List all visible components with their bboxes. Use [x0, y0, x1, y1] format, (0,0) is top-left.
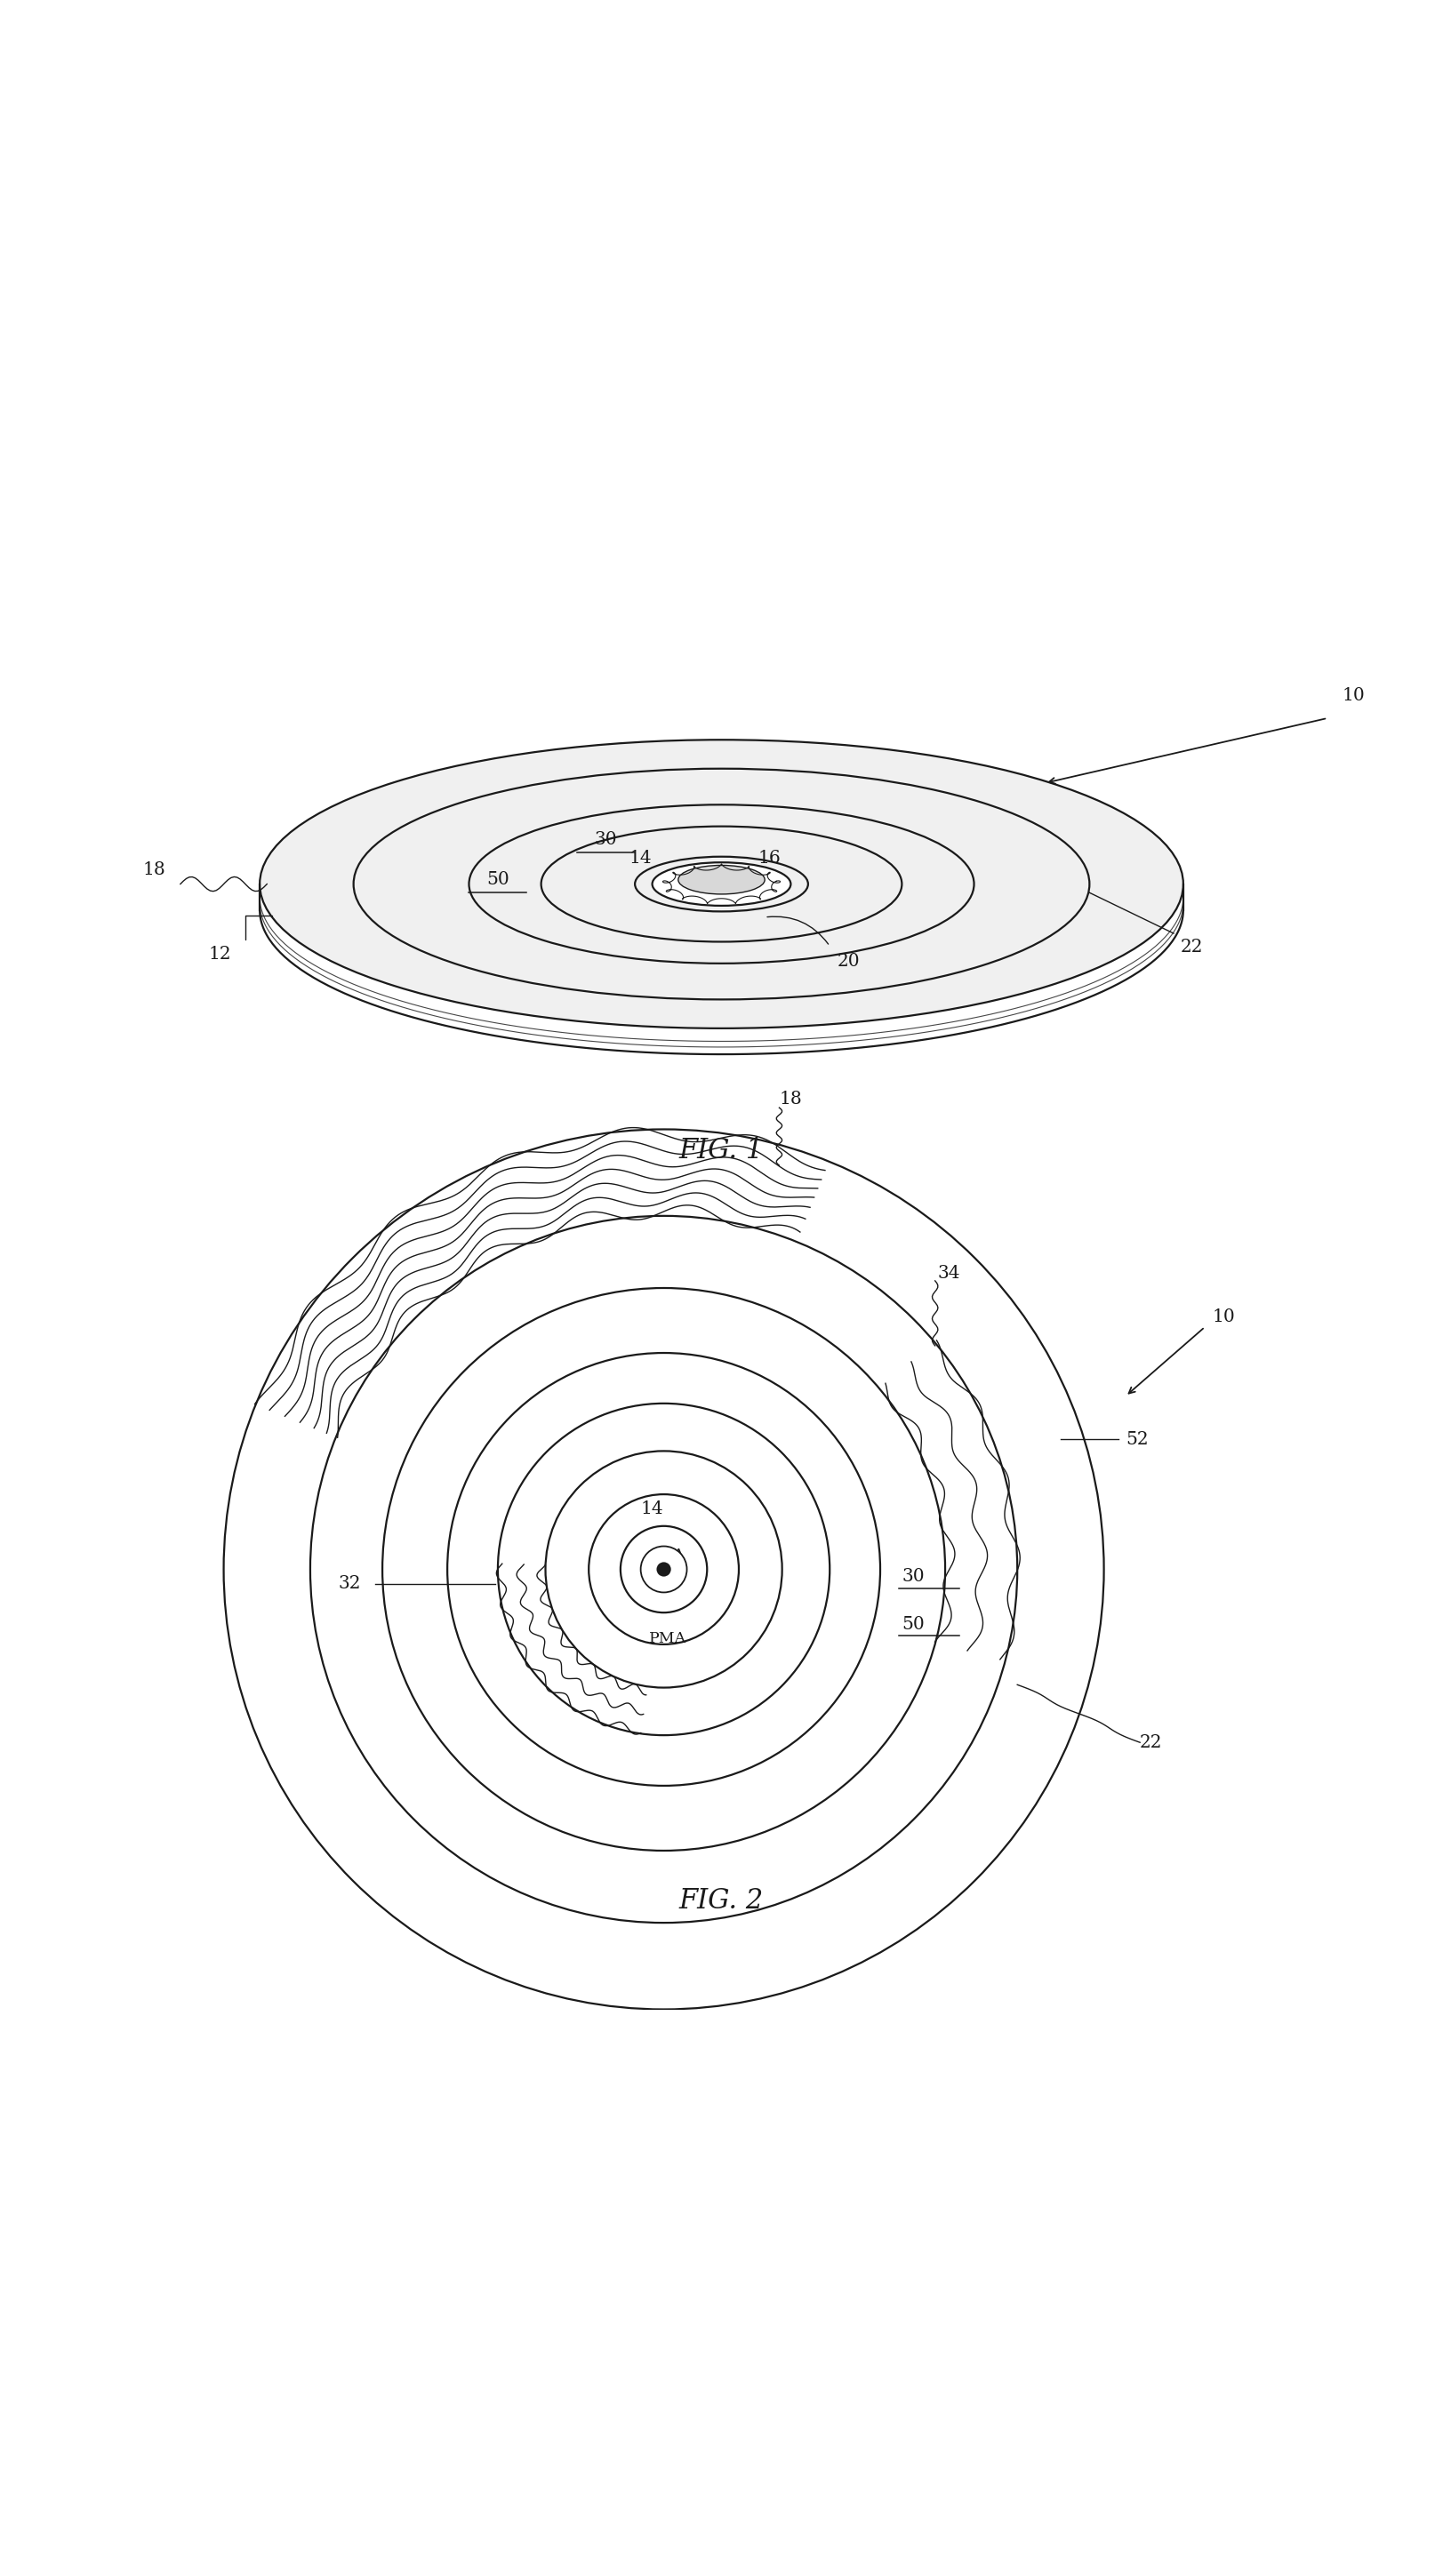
Ellipse shape: [260, 739, 1183, 1028]
Text: 12: 12: [208, 945, 231, 963]
Text: 16: 16: [758, 850, 781, 866]
Ellipse shape: [652, 863, 791, 907]
Text: 20: 20: [837, 953, 860, 971]
Text: 10: 10: [1212, 1309, 1235, 1324]
Text: 14: 14: [629, 850, 652, 866]
Text: PMA: PMA: [649, 1631, 687, 1646]
Text: 30: 30: [902, 1569, 925, 1584]
Text: 22: 22: [1180, 938, 1203, 956]
Circle shape: [657, 1561, 671, 1577]
Text: 14: 14: [641, 1499, 664, 1517]
Text: 10: 10: [1342, 688, 1365, 703]
Text: 34: 34: [938, 1265, 961, 1283]
Circle shape: [641, 1546, 687, 1592]
Text: 22: 22: [1140, 1734, 1163, 1752]
Text: FIG. 1: FIG. 1: [680, 1136, 763, 1164]
Text: FIG. 2: FIG. 2: [680, 1888, 763, 1914]
Text: 52: 52: [1126, 1432, 1149, 1448]
Text: 50: 50: [902, 1615, 925, 1633]
Text: 18: 18: [779, 1090, 802, 1108]
Text: 30: 30: [595, 832, 618, 848]
Ellipse shape: [678, 866, 765, 894]
Text: 50: 50: [486, 871, 509, 889]
Text: 18: 18: [143, 860, 166, 878]
Text: 32: 32: [338, 1577, 361, 1592]
Text: PCA: PCA: [651, 1548, 685, 1564]
